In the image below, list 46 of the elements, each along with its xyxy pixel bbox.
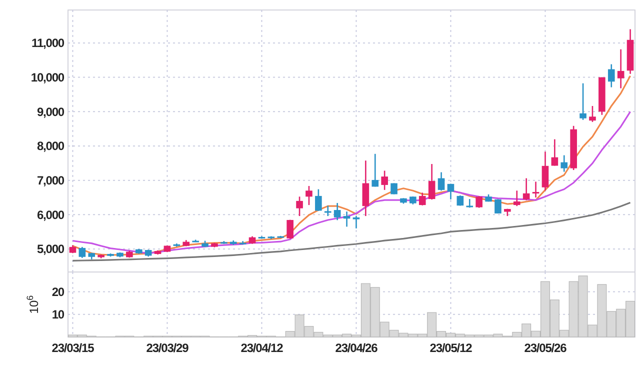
candlestick xyxy=(532,181,540,198)
y-tick-label: 8,000 xyxy=(36,139,65,154)
candlestick xyxy=(617,48,624,89)
candlestick xyxy=(428,163,436,200)
candlestick xyxy=(418,192,426,206)
candlestick xyxy=(438,172,445,192)
x-tick-label: 23/03/15 xyxy=(52,341,95,355)
y-tick-label: 10 xyxy=(52,308,65,322)
y-tick-label: 10,000 xyxy=(30,70,65,85)
y-tick-label: 11,000 xyxy=(32,36,65,50)
y-tick-label: 6,000 xyxy=(36,208,65,222)
x-tick-label: 23/03/29 xyxy=(146,341,190,355)
x-tick-label: 23/04/12 xyxy=(240,341,284,355)
candlestick xyxy=(306,185,312,206)
y-tick-label: 9,000 xyxy=(36,104,65,119)
candlestick xyxy=(580,82,586,121)
candlestick xyxy=(78,246,86,259)
candlestick xyxy=(494,198,502,214)
candlestick xyxy=(589,105,596,123)
line-series xyxy=(72,75,632,256)
candlestick xyxy=(362,160,370,217)
candlestick xyxy=(324,205,332,217)
candlestick xyxy=(551,138,558,166)
candlestick xyxy=(352,215,360,230)
candlestick xyxy=(466,198,474,208)
x-tick-label: 23/05/26 xyxy=(524,341,568,355)
y-tick-label: 20 xyxy=(52,284,65,299)
y-tick-label: 5,000 xyxy=(36,242,65,256)
candlestick xyxy=(381,170,388,191)
line-series xyxy=(72,202,632,262)
candlestick xyxy=(334,202,341,221)
candlestick xyxy=(522,178,530,201)
candlestick xyxy=(296,196,303,217)
candlestick xyxy=(315,188,322,212)
line-series xyxy=(72,110,632,254)
candlestick xyxy=(343,210,350,228)
candlestick xyxy=(608,64,615,88)
candlestick xyxy=(542,150,549,192)
candlestick xyxy=(513,190,520,207)
candlestick xyxy=(447,183,454,200)
y-tick-label: 7,000 xyxy=(36,174,65,188)
candlestick xyxy=(476,195,482,208)
candlestick xyxy=(560,154,568,172)
x-tick-label: 23/04/26 xyxy=(335,341,378,355)
candlestick xyxy=(372,153,379,188)
x-tick-label: 23/05/12 xyxy=(430,341,473,355)
